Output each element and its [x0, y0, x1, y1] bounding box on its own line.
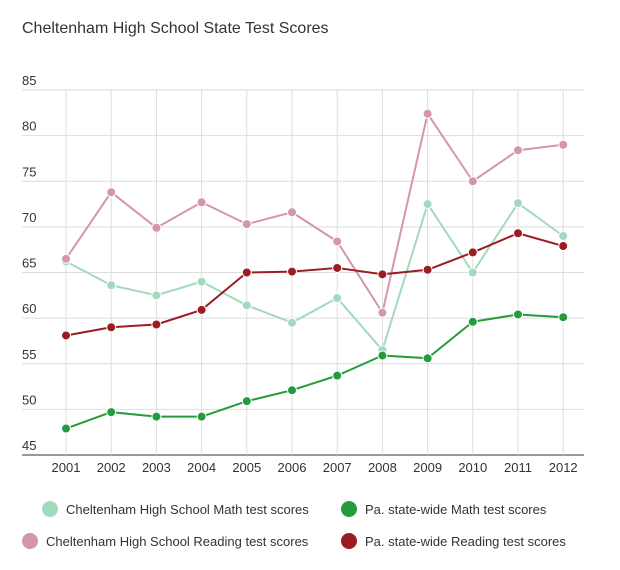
- data-point[interactable]: [558, 231, 569, 241]
- data-point[interactable]: [332, 293, 343, 304]
- series-pa-math: [61, 309, 569, 434]
- y-tick-label: 60: [22, 301, 36, 316]
- data-point[interactable]: [106, 407, 117, 418]
- y-axis-ticks: 85 80 75 70 65 60 55 50 45: [22, 73, 36, 453]
- data-point[interactable]: [196, 197, 207, 208]
- x-tick-label: 2012: [549, 460, 578, 475]
- data-point[interactable]: [377, 269, 388, 280]
- x-tick-label: 2009: [413, 460, 442, 475]
- data-point[interactable]: [287, 385, 297, 396]
- x-tick-label: 2005: [232, 460, 261, 475]
- x-tick-label: 2001: [52, 460, 81, 475]
- data-point[interactable]: [467, 247, 478, 258]
- data-point[interactable]: [241, 396, 252, 407]
- data-point[interactable]: [513, 145, 523, 156]
- data-point[interactable]: [196, 304, 207, 315]
- data-point[interactable]: [196, 411, 207, 422]
- data-point[interactable]: [332, 236, 343, 247]
- x-tick-label: 2003: [142, 460, 171, 475]
- y-tick-label: 80: [22, 119, 36, 134]
- data-point[interactable]: [61, 253, 71, 264]
- data-point[interactable]: [467, 316, 478, 327]
- data-point[interactable]: [422, 199, 433, 210]
- y-tick-label: 55: [22, 347, 36, 362]
- data-point[interactable]: [558, 312, 569, 323]
- data-point[interactable]: [106, 322, 117, 333]
- chart-title: Cheltenham High School State Test Scores: [22, 20, 329, 37]
- data-point[interactable]: [467, 176, 478, 187]
- series-chs-reading: [61, 108, 569, 318]
- series-line: [65, 112, 564, 314]
- x-tick-label: 2011: [504, 460, 532, 475]
- series-group: [61, 108, 569, 434]
- series-line: [65, 202, 564, 352]
- data-point[interactable]: [196, 276, 207, 287]
- x-tick-label: 2002: [97, 460, 126, 475]
- data-point[interactable]: [241, 219, 252, 230]
- y-tick-label: 65: [22, 256, 36, 271]
- data-point[interactable]: [558, 139, 569, 150]
- data-point[interactable]: [332, 262, 343, 273]
- x-tick-label: 2006: [278, 460, 307, 475]
- series-line: [65, 232, 564, 337]
- data-point[interactable]: [241, 300, 252, 311]
- data-point[interactable]: [422, 108, 433, 119]
- x-tick-label: 2008: [368, 460, 397, 475]
- data-point[interactable]: [287, 207, 297, 218]
- series-chs-math: [61, 198, 569, 356]
- grid: [22, 89, 584, 456]
- y-tick-label: 70: [22, 210, 36, 225]
- data-point[interactable]: [151, 411, 162, 422]
- data-point[interactable]: [467, 267, 478, 278]
- data-point[interactable]: [422, 353, 433, 364]
- data-point[interactable]: [422, 264, 433, 275]
- series-line: [65, 313, 564, 430]
- data-point[interactable]: [287, 317, 297, 328]
- x-axis-ticks: 2001 2002 2003 2004 2005 2006 2007 2008 2009 2010…: [52, 460, 578, 475]
- data-point[interactable]: [241, 267, 252, 278]
- y-tick-label: 85: [22, 73, 36, 88]
- y-tick-label: 50: [22, 392, 36, 407]
- data-point[interactable]: [106, 280, 117, 291]
- data-point[interactable]: [377, 350, 388, 361]
- data-point[interactable]: [287, 266, 297, 277]
- y-tick-label: 75: [22, 164, 36, 179]
- x-tick-label: 2007: [323, 460, 352, 475]
- data-point[interactable]: [513, 309, 523, 320]
- data-point[interactable]: [61, 330, 71, 341]
- data-point[interactable]: [377, 307, 388, 318]
- data-point[interactable]: [151, 319, 162, 330]
- data-point[interactable]: [61, 423, 71, 434]
- data-point[interactable]: [332, 370, 343, 381]
- data-point[interactable]: [151, 222, 162, 233]
- y-tick-label: 45: [22, 438, 36, 453]
- data-point[interactable]: [151, 290, 162, 301]
- data-point[interactable]: [513, 228, 523, 239]
- x-tick-label: 2010: [458, 460, 487, 475]
- data-point[interactable]: [558, 241, 569, 252]
- data-point[interactable]: [106, 187, 117, 198]
- data-point[interactable]: [513, 198, 523, 209]
- series-pa-reading: [61, 228, 569, 341]
- x-tick-label: 2004: [187, 460, 216, 475]
